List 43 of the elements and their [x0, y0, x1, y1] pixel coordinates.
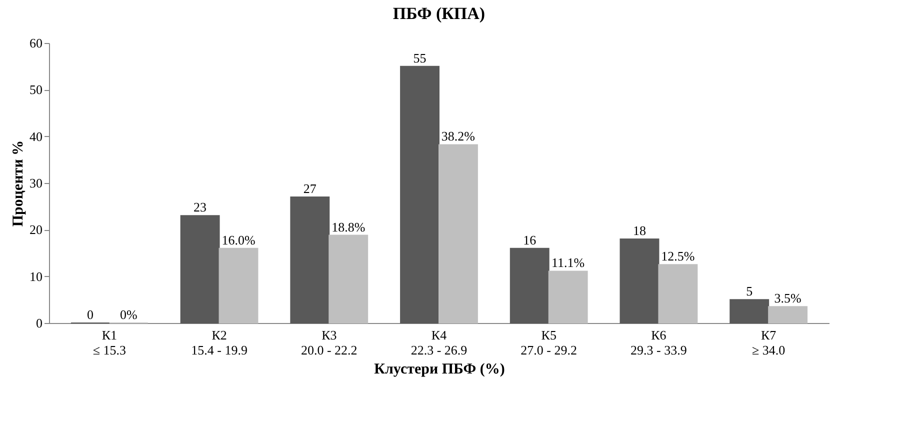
data-label: 16.0% — [222, 232, 256, 248]
x-tick-label: К1 ≤ 15.3 — [92, 328, 126, 358]
bar — [510, 248, 550, 324]
data-label: 5 — [746, 284, 753, 299]
bar — [438, 144, 478, 324]
x-tick-label: К7 ≥ 34.0 — [752, 328, 786, 358]
bar — [218, 248, 258, 324]
y-tick-label: 30 — [30, 176, 42, 190]
data-label: 0% — [120, 307, 138, 322]
x-tick-label: К4 22.3 - 26.9 — [410, 328, 468, 358]
x-axis-title: Клустери ПБФ (%) — [374, 362, 505, 378]
bar — [328, 234, 368, 324]
data-label: 18.8% — [332, 219, 366, 234]
x-tick-label: К6 29.3 - 33.9 — [630, 328, 687, 358]
y-tick-label: 40 — [30, 128, 42, 144]
chart-title: ПБФ (КПА) — [392, 4, 486, 23]
data-label: 12.5% — [661, 248, 695, 264]
y-tick-label: 50 — [30, 82, 42, 98]
y-tick-label: 20 — [30, 222, 42, 238]
bar — [400, 66, 440, 324]
bar — [620, 238, 660, 324]
bar — [290, 196, 330, 324]
y-tick-label: 60 — [30, 36, 42, 50]
x-tick-label: К3 20.0 - 22.2 — [300, 328, 358, 358]
data-label: 55 — [413, 50, 426, 66]
data-label: 16 — [523, 232, 537, 248]
bar — [730, 299, 770, 324]
bar — [548, 270, 588, 324]
y-tick-label: 0 — [36, 316, 42, 330]
data-label: 27 — [303, 181, 317, 196]
data-label: 18 — [632, 223, 646, 238]
x-tick-label: К5 27.0 - 29.2 — [520, 328, 578, 358]
data-label: 23 — [194, 200, 207, 215]
bar — [180, 215, 220, 324]
data-label: 11.1% — [552, 255, 585, 270]
bar — [658, 264, 698, 324]
data-label: 0 — [86, 307, 94, 322]
y-axis-title: Проценти % — [10, 140, 26, 227]
x-tick-label: К2 15.4 - 19.9 — [191, 328, 248, 358]
y-tick-label: 10 — [30, 268, 42, 284]
data-label: 38.2% — [441, 128, 476, 144]
data-label: 3.5% — [774, 290, 802, 306]
bar — [768, 306, 808, 324]
